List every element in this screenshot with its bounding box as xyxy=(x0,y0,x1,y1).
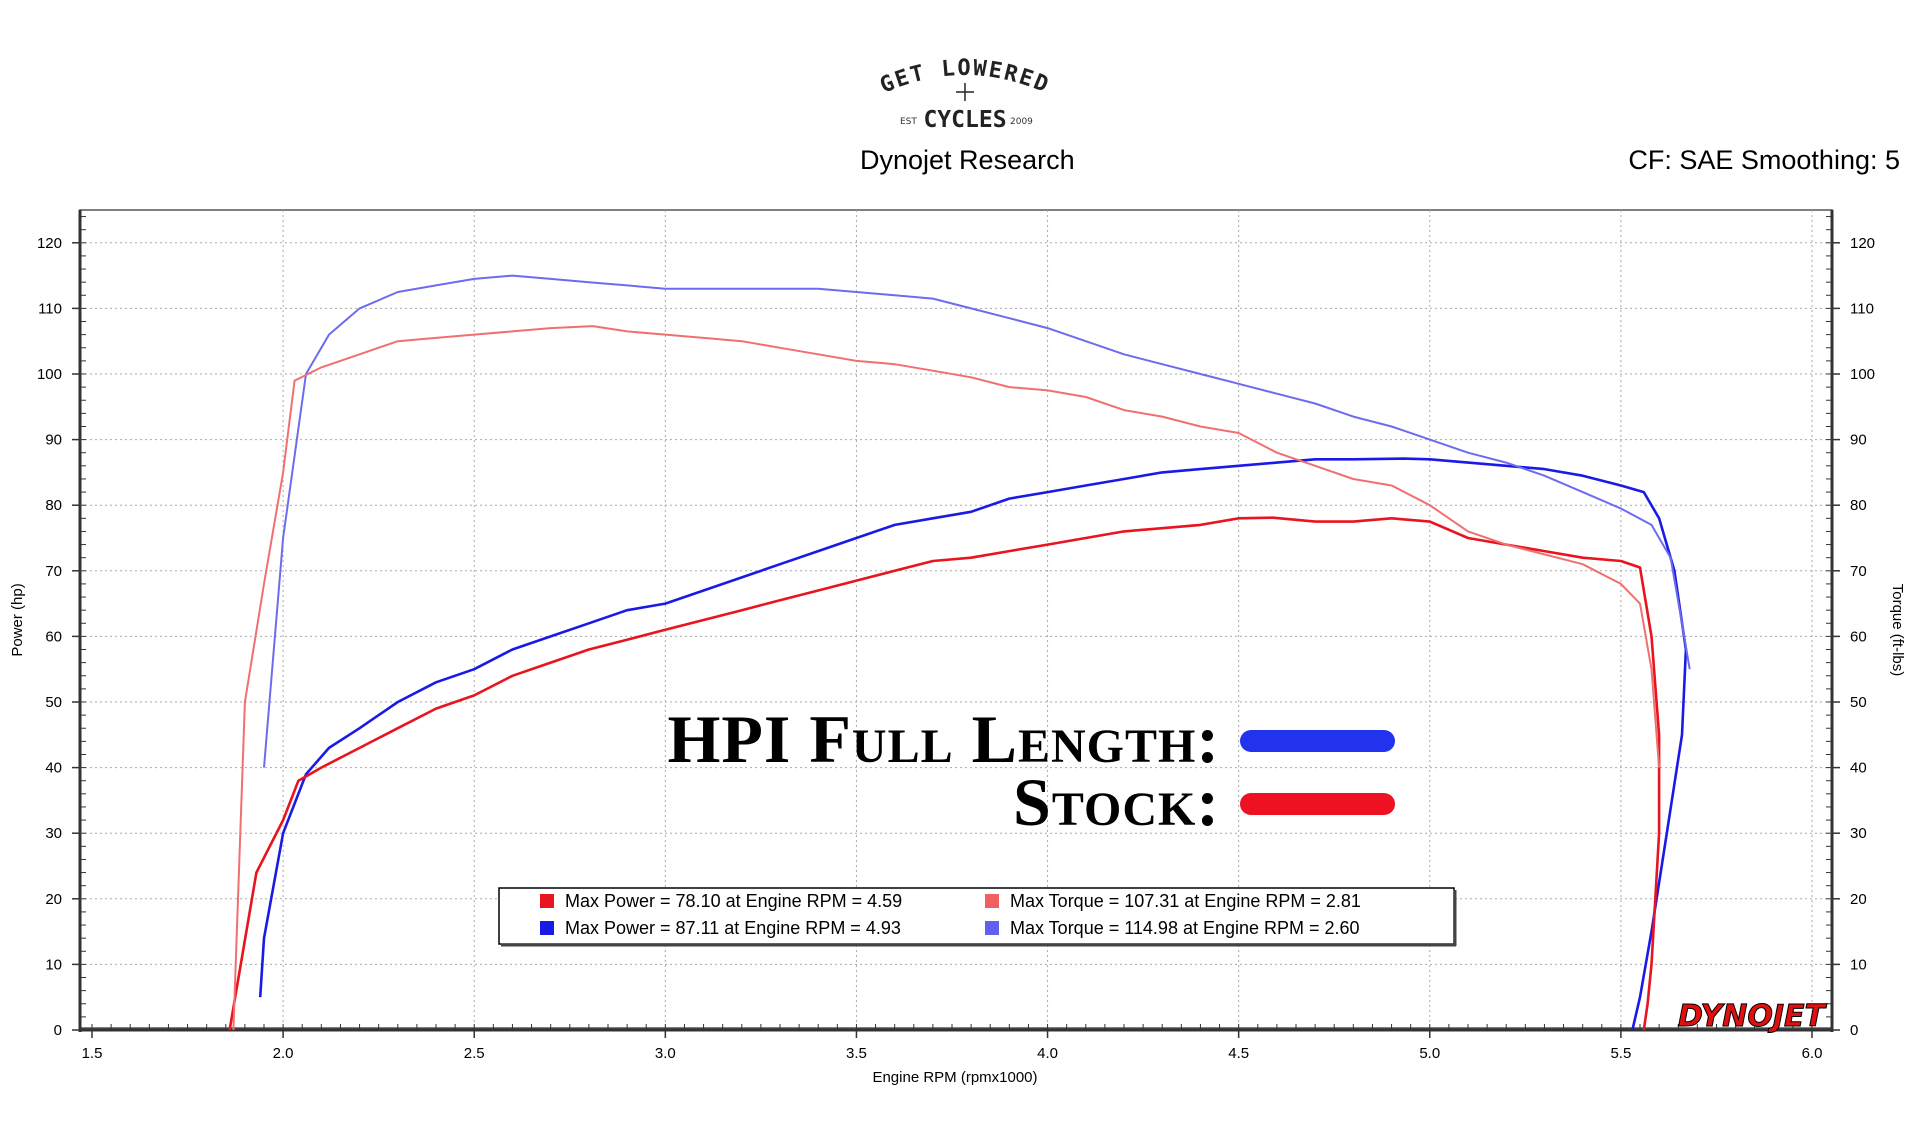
y-tick-label: 20 xyxy=(45,891,62,908)
y-tick-label: 30 xyxy=(45,825,62,842)
stats-stock-power: Max Power = 78.10 at Engine RPM = 4.59 xyxy=(565,891,902,911)
y-tick-label: 90 xyxy=(45,432,62,449)
axis-ticks: 1.5 2.0 2.5 3.0 3.5 4.0 4.5 5.0 5.5 6.0 0 0 10 10 20 20… xyxy=(37,216,1875,1062)
logo-est: EST xyxy=(900,117,917,127)
y2-tick-label: 20 xyxy=(1850,891,1867,908)
logo-text-bottom: CYCLES xyxy=(923,107,1006,133)
y2-tick-label: 0 xyxy=(1850,1022,1858,1039)
y-tick-label: 10 xyxy=(45,956,62,973)
y2-tick-label: 110 xyxy=(1850,300,1874,317)
legend-swatch-stock xyxy=(1240,793,1395,815)
stats-marker-hpi-torque xyxy=(985,921,999,935)
stats-box-frame xyxy=(498,887,1455,945)
y2-tick-label: 50 xyxy=(1850,694,1867,711)
y2-tick-label: 100 xyxy=(1850,366,1875,383)
y-tick-label: 60 xyxy=(45,628,62,645)
y2-tick-label: 30 xyxy=(1850,825,1867,842)
torque-line-hpi xyxy=(263,274,1691,768)
x-tick-label: 4.0 xyxy=(1037,1045,1058,1062)
series-group xyxy=(228,274,1691,1031)
stats-marker-hpi-power xyxy=(540,921,554,935)
stats-hpi-power: Max Power = 87.11 at Engine RPM = 4.93 xyxy=(565,918,901,938)
y-tick-label: 70 xyxy=(45,563,62,580)
y-tick-label: 100 xyxy=(37,366,62,383)
legend-label-hpi: HPI Full Length: xyxy=(668,701,1221,777)
stats-marker-stock-torque xyxy=(985,894,999,908)
y2-axis-label: Torque (ft-lbs) xyxy=(1889,584,1906,677)
stats-box: Max Power = 78.10 at Engine RPM = 4.59 M… xyxy=(498,887,1457,947)
y2-tick-label: 70 xyxy=(1850,563,1867,580)
x-tick-label: 5.5 xyxy=(1610,1045,1631,1062)
x-tick-label: 3.0 xyxy=(655,1045,676,1062)
x-tick-label: 5.0 xyxy=(1419,1045,1440,1062)
dynojet-watermark: DYNOJET xyxy=(1678,999,1828,1034)
x-axis-label: Engine RPM (rpmx1000) xyxy=(872,1069,1037,1086)
stats-marker-stock-power xyxy=(540,894,554,908)
y2-tick-label: 10 xyxy=(1850,956,1867,973)
y2-tick-label: 120 xyxy=(1850,235,1875,252)
y2-tick-label: 90 xyxy=(1850,432,1867,449)
x-tick-label: 1.5 xyxy=(82,1045,103,1062)
legend-swatch-hpi xyxy=(1240,730,1395,752)
x-tick-label: 2.5 xyxy=(464,1045,485,1062)
x-tick-label: 6.0 xyxy=(1802,1045,1823,1062)
y-tick-label: 50 xyxy=(45,694,62,711)
legend-label-stock: Stock: xyxy=(1013,764,1220,840)
torque-line-stock xyxy=(232,325,1661,1031)
correction-factor: CF: SAE Smoothing: 5 xyxy=(1628,145,1900,175)
y2-tick-label: 60 xyxy=(1850,628,1867,645)
power-line-stock xyxy=(228,516,1661,1031)
logo-year: 2009 xyxy=(1010,117,1033,127)
y-axis-label: Power (hp) xyxy=(9,583,26,656)
power-line-hpi xyxy=(258,457,1688,1031)
y2-tick-label: 80 xyxy=(1850,497,1867,514)
y-tick-label: 0 xyxy=(54,1022,62,1039)
x-tick-label: 3.5 xyxy=(846,1045,867,1062)
y-tick-label: 120 xyxy=(37,235,62,252)
y-tick-label: 110 xyxy=(38,300,62,317)
y-tick-label: 40 xyxy=(45,760,62,777)
stats-stock-torque: Max Torque = 107.31 at Engine RPM = 2.81 xyxy=(1010,891,1361,911)
chart-title: Dynojet Research xyxy=(860,145,1075,175)
y2-tick-label: 40 xyxy=(1850,760,1867,777)
stats-hpi-torque: Max Torque = 114.98 at Engine RPM = 2.60 xyxy=(1010,918,1360,938)
logo-graphic: GET LOWERED EST CYCLES 2009 xyxy=(877,56,1052,133)
x-tick-label: 2.0 xyxy=(273,1045,294,1062)
brand-logo: GET LOWERED EST CYCLES 2009 xyxy=(870,55,1060,145)
x-tick-label: 4.5 xyxy=(1228,1045,1249,1062)
y-tick-label: 80 xyxy=(45,497,62,514)
